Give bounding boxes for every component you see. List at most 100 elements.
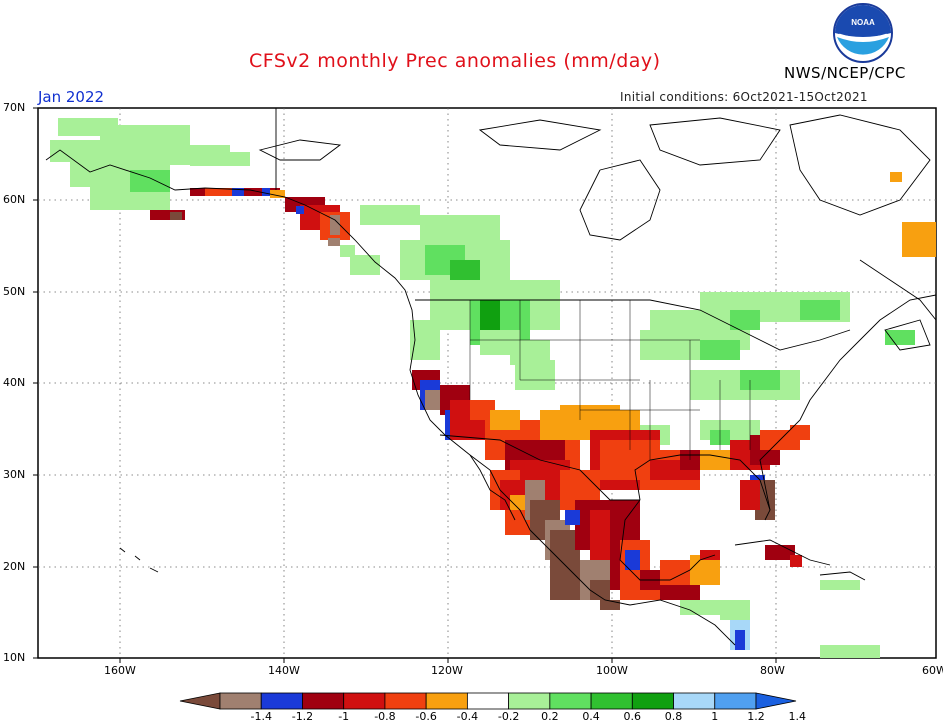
anomaly-cell	[296, 206, 304, 214]
anomaly-cell	[735, 630, 745, 650]
coastline-path	[819, 571, 866, 581]
coastline-path	[634, 454, 771, 521]
anomaly-cell	[800, 300, 840, 320]
colorbar-right-arrow	[755, 692, 797, 710]
anomaly-cell	[740, 480, 760, 510]
coastline-path	[884, 319, 931, 351]
colorbar-tick-label: -0.2	[497, 710, 520, 723]
anomaly-cell	[360, 205, 420, 225]
anomaly-cell	[700, 340, 740, 360]
anomaly-cell	[625, 550, 640, 570]
coastline-path	[579, 159, 661, 241]
anomaly-cell	[480, 330, 520, 355]
lat-label: 50N	[3, 285, 26, 298]
anomaly-cell	[350, 255, 368, 265]
colorbar-tick-label: 0.2	[541, 710, 559, 723]
colorbar-tick-label: 1	[711, 710, 719, 723]
colorbar-tick-label: 1.2	[747, 710, 765, 723]
anomaly-cell	[515, 360, 555, 390]
anomaly-cells	[50, 118, 936, 658]
colorbar-box	[425, 692, 468, 710]
colorbar-box	[590, 692, 633, 710]
lon-label: 160W	[104, 664, 136, 677]
coastline-path	[439, 434, 640, 501]
anomaly-cell	[262, 188, 270, 196]
coastline-path	[119, 547, 126, 553]
coastline-path	[415, 299, 851, 351]
anomaly-cell	[820, 580, 860, 590]
anomaly-cell	[885, 330, 915, 345]
colorbar-box	[302, 692, 345, 710]
coastline-path	[789, 114, 931, 216]
logo-label: NOAA	[851, 18, 875, 27]
anomaly-cell	[328, 238, 340, 246]
anomaly-cell	[490, 410, 520, 430]
anomaly-cell	[170, 212, 182, 220]
anomaly-cell	[190, 152, 250, 166]
colorbar-tick-label: 0.4	[582, 710, 600, 723]
anomaly-cell	[700, 550, 720, 560]
colorbar-tick-label: -0.8	[374, 710, 396, 723]
anomaly-cell	[340, 245, 355, 257]
anomaly-cell	[232, 188, 244, 196]
colorbar-box	[631, 692, 674, 710]
anomaly-cell	[640, 590, 660, 600]
coastline-path	[258, 139, 342, 161]
colorbar-tick-label: 1.4	[788, 710, 806, 723]
anomaly-cell	[590, 580, 610, 600]
anomaly-cell	[720, 600, 750, 620]
anomaly-cell	[270, 190, 285, 198]
anomaly-cell	[680, 600, 720, 615]
colorbar-box	[343, 692, 386, 710]
coastline-path	[529, 529, 736, 646]
anomaly-cell	[565, 510, 580, 525]
coastline-path	[859, 259, 937, 321]
lat-label: 60N	[3, 193, 26, 206]
anomaly-cell	[470, 400, 495, 420]
lon-label: 100W	[596, 664, 628, 677]
lat-label: 20N	[3, 560, 26, 573]
initial-conditions: Initial conditions: 6Oct2021-15Oct2021	[620, 90, 868, 104]
anomaly-cell	[790, 425, 810, 440]
forecast-month: Jan 2022	[38, 88, 105, 106]
lon-label: 80W	[760, 664, 785, 677]
anomaly-cell	[730, 310, 760, 330]
colorbar-box	[466, 692, 510, 710]
coastlines	[45, 108, 937, 646]
anomaly-cell	[600, 600, 620, 610]
coastline-path	[149, 567, 159, 573]
coastline-path	[45, 149, 531, 531]
colorbar-tick-label: -1	[338, 710, 350, 723]
anomaly-cell	[890, 172, 902, 182]
lon-label: 60W	[922, 664, 943, 677]
colorbar-left-arrow	[179, 692, 221, 710]
colorbar-box	[714, 692, 757, 710]
lat-label: 30N	[3, 468, 26, 481]
anomaly-cell	[480, 300, 500, 330]
colorbar-tick-label: -1.2	[291, 710, 314, 723]
colorbar-tick-label: -0.6	[415, 710, 437, 723]
coastline-path	[478, 119, 602, 151]
anomaly-cell	[330, 215, 340, 235]
colorbar-tick-label: -0.4	[456, 710, 479, 723]
colorbar-box	[260, 692, 303, 710]
coastline-path	[759, 294, 937, 511]
coastline-path	[469, 454, 516, 521]
anomaly-cell	[150, 210, 185, 220]
anomaly-cell	[130, 170, 170, 192]
coastline-path	[734, 539, 831, 566]
lat-label: 10N	[3, 651, 26, 664]
colorbar-box	[384, 692, 427, 710]
anomaly-cell	[790, 555, 802, 567]
coastline-path	[649, 117, 781, 166]
lon-label: 120W	[431, 664, 463, 677]
anomaly-cell	[820, 645, 880, 658]
colorbar-tick-label: 0.8	[664, 710, 683, 723]
coastline-path	[134, 555, 141, 561]
colorbar-box	[508, 692, 551, 710]
colorbar-tick-label: -1.4	[250, 710, 272, 723]
colorbar-box	[549, 692, 592, 710]
colorbar-tick-label: 0.6	[623, 710, 642, 723]
